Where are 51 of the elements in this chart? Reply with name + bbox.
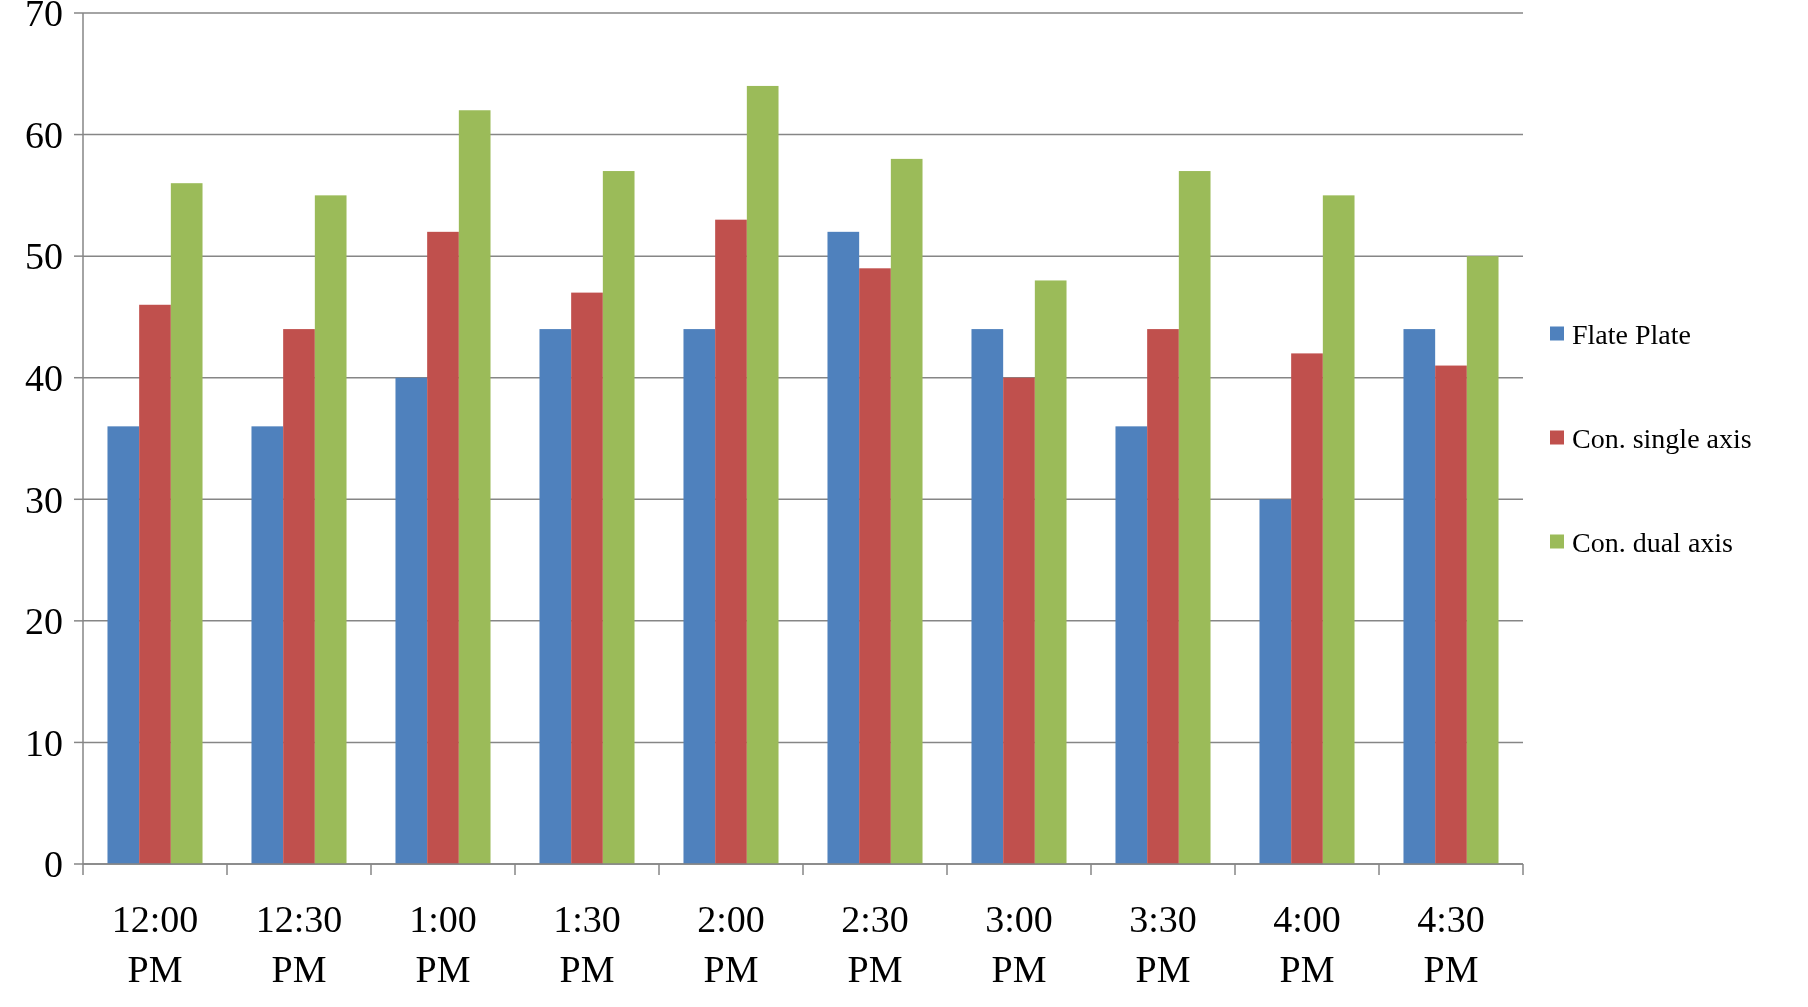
y-tick-label: 20 [25,600,63,643]
bar [1259,499,1292,864]
bar [1435,365,1467,864]
bar [251,426,284,864]
x-tick-label: 12:00 PM [111,898,199,990]
x-tick-label: 2:30 PM [841,898,909,990]
legend-label: Con. single axis [1572,423,1752,455]
bar [1403,329,1436,864]
bar [715,219,747,864]
bar [1147,329,1179,864]
x-tick-label: 1:30 PM [553,898,621,990]
y-tick-label: 40 [25,357,63,400]
bar [170,183,203,864]
y-tick-label: 0 [44,843,63,886]
y-tick-label: 50 [25,235,63,278]
y-tick-label: 70 [25,0,63,35]
bar [859,268,891,864]
bar [1115,426,1148,864]
y-tick-label: 30 [25,478,63,521]
x-tick-label: 4:30 PM [1417,898,1485,990]
bar [458,110,491,864]
bar [602,171,635,864]
bar [139,304,171,864]
bar [746,85,779,864]
bar [971,329,1004,864]
bar [427,231,459,864]
bar [1291,353,1323,864]
bar [1178,171,1211,864]
x-tick-label: 2:00 PM [697,898,765,990]
bar [314,195,347,864]
bar [1034,280,1067,864]
x-tick-label: 3:00 PM [985,898,1053,990]
y-tick-label: 10 [25,721,63,764]
x-tick-label: 3:30 PM [1129,898,1197,990]
bar [539,329,572,864]
legend-label: Flate Plate [1572,319,1691,351]
bar [1466,256,1499,864]
bar [107,426,140,864]
y-tick-label: 60 [25,113,63,156]
x-tick-label: 1:00 PM [409,898,477,990]
bar [283,329,315,864]
x-tick-label: 4:00 PM [1273,898,1341,990]
bar [571,292,603,864]
bar [1003,377,1035,864]
bar [395,377,428,864]
legend-label: Con. dual axis [1572,527,1733,559]
bar [683,329,716,864]
bar [890,158,923,864]
bar [1322,195,1355,864]
bar [827,231,860,864]
x-tick-label: 12:30 PM [255,898,343,990]
